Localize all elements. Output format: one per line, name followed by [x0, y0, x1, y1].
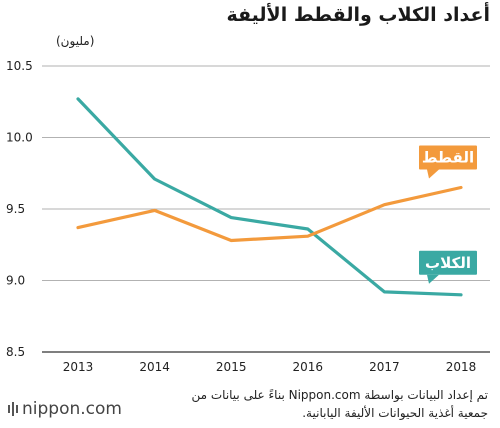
x-tick-label: 2018	[446, 360, 477, 374]
chart-title: أعداد الكلاب والقطط الأليفة	[226, 4, 490, 26]
logo-text: nippon.com	[22, 399, 122, 419]
series-line-0	[76, 97, 463, 297]
y-tick-label: 10.5	[6, 59, 33, 73]
x-tick-label: 2015	[216, 360, 247, 374]
y-tick-label: 10.0	[6, 131, 33, 145]
nippon-logo: nippon.com	[8, 399, 122, 419]
x-tick-label: 2016	[293, 360, 324, 374]
y-axis-unit-label: (مليون)	[56, 34, 94, 49]
series-labels: الكلاب القطط	[419, 145, 477, 284]
series-label-text: الكلاب	[425, 254, 471, 272]
series-label-text: القطط	[422, 149, 474, 167]
y-tick-label: 9.0	[6, 274, 25, 288]
series-line-1	[76, 185, 463, 243]
y-axis-tick-labels: 8.5 9.0 9.5 10.0 10.5	[6, 59, 33, 359]
series-label-1: القطط	[419, 145, 477, 179]
x-tick-label: 2013	[63, 360, 94, 374]
y-tick-label: 8.5	[6, 345, 25, 359]
x-tick-label: 2014	[139, 360, 170, 374]
y-tick-label: 9.5	[6, 202, 25, 216]
series-lines	[76, 97, 463, 297]
grid-lines	[42, 65, 490, 353]
x-tick-label: 2017	[369, 360, 400, 374]
series-label-0: الكلاب	[419, 250, 477, 284]
source-note: تم إعداد البيانات بواسطة Nippon.com بناء…	[191, 388, 488, 420]
logo-mark-icon	[8, 402, 18, 416]
x-axis-tick-labels: 2013 2014 2015 2016 2017 2018	[63, 360, 477, 374]
